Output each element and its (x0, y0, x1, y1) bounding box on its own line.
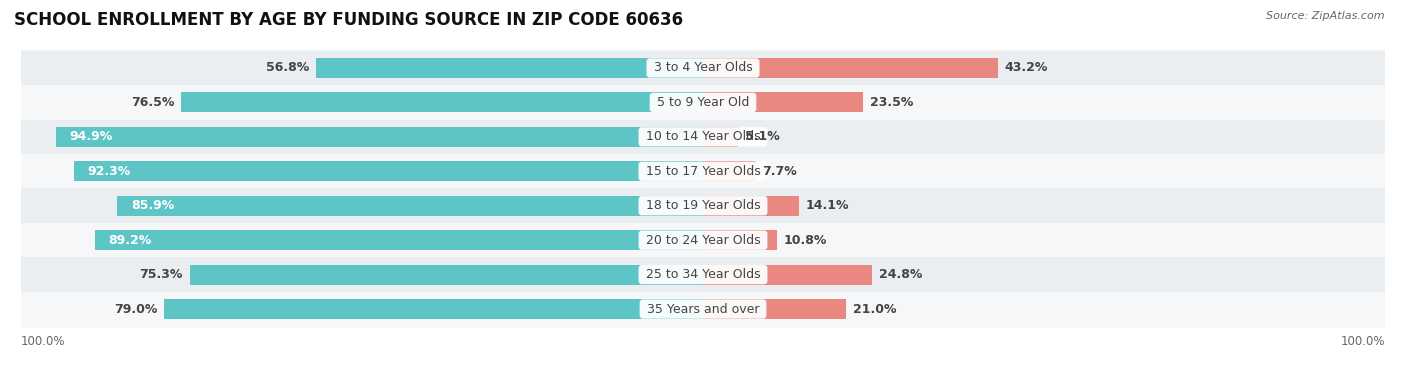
Bar (165, 299, 703, 319)
Text: 7.7%: 7.7% (762, 165, 797, 178)
Text: Source: ZipAtlas.com: Source: ZipAtlas.com (1267, 11, 1385, 21)
Text: 14.1%: 14.1% (806, 199, 849, 212)
Text: 94.9%: 94.9% (69, 130, 112, 143)
Text: 5 to 9 Year Old: 5 to 9 Year Old (652, 96, 754, 109)
Bar (703, 196, 799, 216)
Text: 43.2%: 43.2% (1004, 61, 1047, 74)
Bar (703, 127, 738, 147)
Text: 25 to 34 Year Olds: 25 to 34 Year Olds (641, 268, 765, 281)
Bar (73, 161, 703, 181)
Bar (21, 188, 1385, 223)
Text: 24.8%: 24.8% (879, 268, 922, 281)
Text: 89.2%: 89.2% (108, 234, 152, 247)
Bar (703, 230, 776, 250)
Bar (21, 120, 1385, 154)
Bar (190, 265, 703, 285)
Text: 56.8%: 56.8% (266, 61, 309, 74)
Text: SCHOOL ENROLLMENT BY AGE BY FUNDING SOURCE IN ZIP CODE 60636: SCHOOL ENROLLMENT BY AGE BY FUNDING SOUR… (14, 11, 683, 29)
Bar (21, 85, 1385, 120)
Text: 10 to 14 Year Olds: 10 to 14 Year Olds (641, 130, 765, 143)
Text: 21.0%: 21.0% (853, 303, 897, 316)
Bar (94, 230, 703, 250)
Bar (181, 92, 703, 112)
Bar (703, 58, 998, 78)
Text: 5.1%: 5.1% (745, 130, 779, 143)
Text: 3 to 4 Year Olds: 3 to 4 Year Olds (650, 61, 756, 74)
Bar (21, 223, 1385, 257)
Bar (316, 58, 703, 78)
Text: 100.0%: 100.0% (21, 335, 66, 348)
Text: 20 to 24 Year Olds: 20 to 24 Year Olds (641, 234, 765, 247)
Text: 18 to 19 Year Olds: 18 to 19 Year Olds (641, 199, 765, 212)
Text: 79.0%: 79.0% (114, 303, 157, 316)
Text: 76.5%: 76.5% (131, 96, 174, 109)
Bar (703, 265, 872, 285)
Bar (21, 51, 1385, 85)
Text: 10.8%: 10.8% (783, 234, 827, 247)
Bar (21, 154, 1385, 188)
Text: 15 to 17 Year Olds: 15 to 17 Year Olds (641, 165, 765, 178)
Bar (703, 92, 863, 112)
Bar (21, 292, 1385, 326)
Bar (703, 161, 755, 181)
Text: 92.3%: 92.3% (87, 165, 131, 178)
Text: 35 Years and over: 35 Years and over (643, 303, 763, 316)
Bar (21, 257, 1385, 292)
Bar (117, 196, 703, 216)
Text: 23.5%: 23.5% (870, 96, 914, 109)
Bar (56, 127, 703, 147)
Text: 75.3%: 75.3% (139, 268, 183, 281)
Text: 100.0%: 100.0% (1340, 335, 1385, 348)
Text: 85.9%: 85.9% (131, 199, 174, 212)
Bar (703, 299, 846, 319)
